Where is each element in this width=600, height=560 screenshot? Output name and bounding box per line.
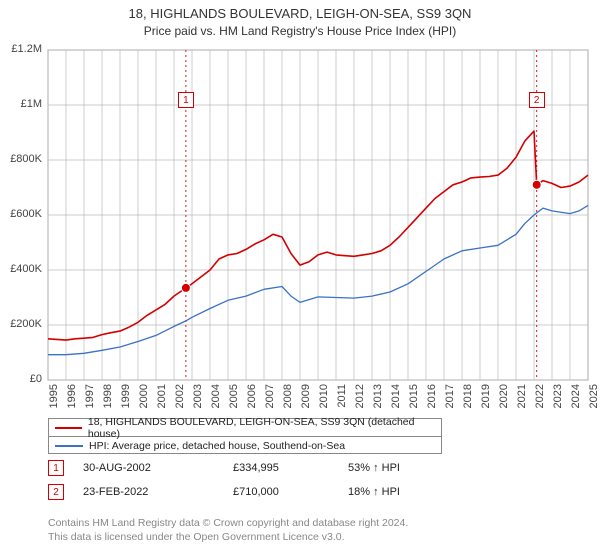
x-tick-label: 1995	[48, 384, 60, 414]
sale-delta: 18% ↑ HPI	[348, 486, 400, 498]
legend: 18, HIGHLANDS BOULEVARD, LEIGH-ON-SEA, S…	[48, 418, 442, 454]
sale-delta: 53% ↑ HPI	[348, 462, 400, 474]
sale-marker-1: 1	[178, 92, 194, 108]
legend-swatch	[55, 427, 82, 429]
x-tick-label: 2023	[552, 384, 564, 414]
sale-date: 23-FEB-2022	[83, 486, 148, 498]
sale-date: 30-AUG-2002	[83, 462, 151, 474]
legend-swatch	[55, 445, 83, 447]
y-tick-label: £800K	[0, 153, 42, 165]
x-tick-label: 2009	[300, 384, 312, 414]
sale-price: £710,000	[233, 486, 279, 498]
y-tick-label: £400K	[0, 263, 42, 275]
x-tick-label: 2018	[462, 384, 474, 414]
y-tick-label: £0	[0, 373, 42, 385]
x-tick-label: 1997	[84, 384, 96, 414]
x-tick-label: 2016	[426, 384, 438, 414]
sale-detail-row: 2 23-FEB-2022 £710,000 18% ↑ HPI	[48, 484, 548, 500]
x-tick-label: 2019	[480, 384, 492, 414]
x-tick-label: 2001	[156, 384, 168, 414]
x-tick-label: 2025	[588, 384, 600, 414]
y-tick-label: £1.2M	[0, 43, 42, 55]
y-tick-label: £200K	[0, 318, 42, 330]
sale-detail-marker: 2	[48, 484, 64, 500]
legend-label: 18, HIGHLANDS BOULEVARD, LEIGH-ON-SEA, S…	[88, 416, 435, 440]
x-tick-label: 2013	[372, 384, 384, 414]
sale-price: £334,995	[233, 462, 279, 474]
sale-detail-row: 1 30-AUG-2002 £334,995 53% ↑ HPI	[48, 460, 548, 476]
x-tick-label: 2014	[390, 384, 402, 414]
legend-item: 18, HIGHLANDS BOULEVARD, LEIGH-ON-SEA, S…	[49, 419, 441, 436]
x-tick-label: 2005	[228, 384, 240, 414]
footer-line2: This data is licensed under the Open Gov…	[48, 530, 408, 544]
sale-detail-marker: 1	[48, 460, 64, 476]
price-chart	[0, 0, 600, 386]
x-tick-label: 2017	[444, 384, 456, 414]
x-tick-label: 2024	[570, 384, 582, 414]
x-tick-label: 2002	[174, 384, 186, 414]
x-tick-label: 2008	[282, 384, 294, 414]
x-tick-label: 2004	[210, 384, 222, 414]
x-tick-label: 2022	[534, 384, 546, 414]
x-tick-label: 2011	[336, 384, 348, 414]
legend-label: HPI: Average price, detached house, Sout…	[89, 440, 345, 452]
y-tick-label: £1M	[0, 98, 42, 110]
x-tick-label: 2007	[264, 384, 276, 414]
x-tick-label: 2020	[498, 384, 510, 414]
x-tick-label: 1996	[66, 384, 78, 414]
y-tick-label: £600K	[0, 208, 42, 220]
x-tick-label: 2015	[408, 384, 420, 414]
x-tick-label: 2006	[246, 384, 258, 414]
x-tick-label: 2012	[354, 384, 366, 414]
sale-marker-2: 2	[529, 92, 545, 108]
x-tick-label: 1998	[102, 384, 114, 414]
x-tick-label: 2010	[318, 384, 330, 414]
x-tick-label: 2000	[138, 384, 150, 414]
x-tick-label: 2021	[516, 384, 528, 414]
x-tick-label: 2003	[192, 384, 204, 414]
footer-line1: Contains HM Land Registry data © Crown c…	[48, 516, 408, 530]
x-tick-label: 1999	[120, 384, 132, 414]
footer-license: Contains HM Land Registry data © Crown c…	[48, 516, 408, 544]
